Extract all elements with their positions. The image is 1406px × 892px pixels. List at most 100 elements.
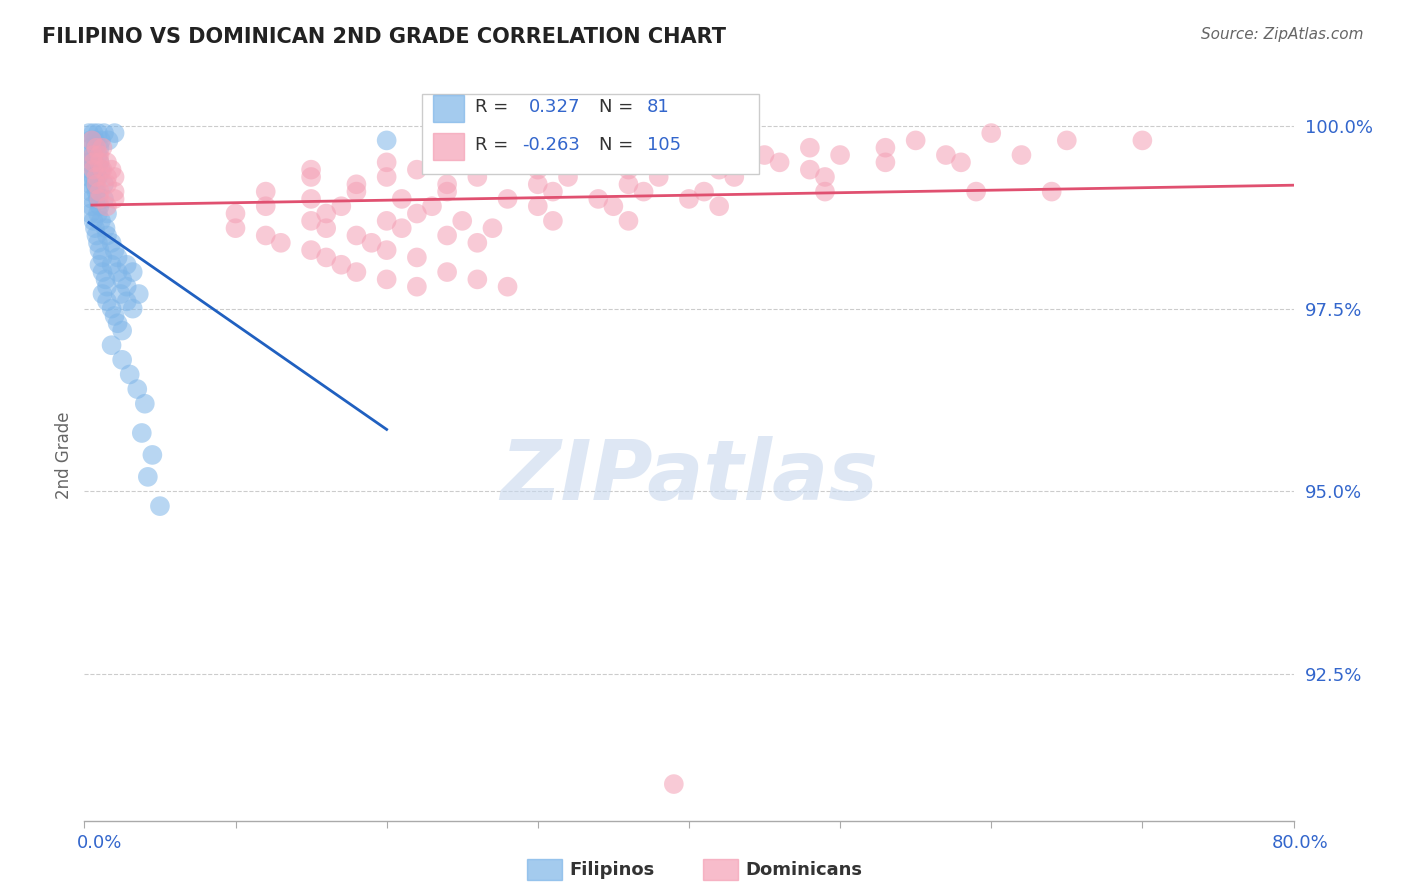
Point xyxy=(80,133,103,147)
Text: R =: R = xyxy=(475,98,515,116)
Point xyxy=(87,169,110,184)
Point xyxy=(693,185,716,199)
Point xyxy=(84,221,107,235)
Point xyxy=(375,272,398,286)
Point xyxy=(97,133,120,147)
Point xyxy=(111,272,134,286)
Point xyxy=(451,148,474,162)
Point xyxy=(617,178,640,192)
Point xyxy=(375,133,398,147)
Point xyxy=(96,155,118,169)
Point xyxy=(1056,133,1078,147)
Point xyxy=(935,148,957,162)
Point xyxy=(1040,185,1063,199)
Point xyxy=(406,251,429,265)
Point xyxy=(82,126,104,140)
Point xyxy=(406,162,429,177)
Point xyxy=(950,155,973,169)
Text: ZIPatlas: ZIPatlas xyxy=(501,436,877,517)
Point xyxy=(127,382,149,396)
Point xyxy=(86,185,108,199)
Point xyxy=(254,185,277,199)
Point xyxy=(77,155,100,169)
Point xyxy=(89,148,111,162)
Point xyxy=(84,178,107,192)
Point xyxy=(93,192,115,206)
Point xyxy=(420,199,443,213)
Point xyxy=(104,243,127,257)
Point xyxy=(107,316,129,330)
Point xyxy=(82,148,104,162)
Point xyxy=(100,301,122,316)
Point xyxy=(89,199,111,213)
Point xyxy=(299,192,322,206)
Point xyxy=(90,214,112,228)
Text: FILIPINO VS DOMINICAN 2ND GRADE CORRELATION CHART: FILIPINO VS DOMINICAN 2ND GRADE CORRELAT… xyxy=(42,27,725,46)
Point xyxy=(315,251,337,265)
Point xyxy=(134,397,156,411)
Point xyxy=(617,162,640,177)
Point xyxy=(602,155,624,169)
Point xyxy=(89,155,111,169)
Point xyxy=(96,199,118,213)
Point xyxy=(391,221,413,235)
Text: 105: 105 xyxy=(647,136,681,153)
Point xyxy=(346,228,368,243)
Point xyxy=(149,499,172,513)
Point xyxy=(346,265,368,279)
Text: 80.0%: 80.0% xyxy=(1272,834,1329,852)
Text: Dominicans: Dominicans xyxy=(745,861,862,879)
Point xyxy=(110,287,132,301)
Point xyxy=(467,235,489,250)
Point xyxy=(980,126,1002,140)
Point xyxy=(709,199,731,213)
Point xyxy=(527,178,550,192)
Point xyxy=(84,162,107,177)
Text: -0.263: -0.263 xyxy=(522,136,579,153)
Point xyxy=(96,178,118,192)
Point xyxy=(131,425,153,440)
Point xyxy=(80,192,103,206)
Point xyxy=(436,178,458,192)
Point xyxy=(467,272,489,286)
Text: R =: R = xyxy=(475,136,515,153)
Point xyxy=(89,258,111,272)
Point xyxy=(89,243,111,257)
Point xyxy=(96,169,118,184)
Point xyxy=(254,228,277,243)
Point xyxy=(723,169,745,184)
Point xyxy=(678,155,700,169)
Point xyxy=(90,133,112,147)
Point xyxy=(315,206,337,220)
Point xyxy=(87,126,110,140)
Point xyxy=(93,178,115,192)
Point xyxy=(799,162,821,177)
Point xyxy=(557,148,579,162)
Point xyxy=(330,258,353,272)
Point xyxy=(82,214,104,228)
Point xyxy=(77,126,100,140)
Point xyxy=(96,294,118,309)
Point xyxy=(118,368,141,382)
Point xyxy=(89,141,111,155)
Point xyxy=(100,162,122,177)
Point xyxy=(375,243,398,257)
Point xyxy=(79,185,101,199)
Point xyxy=(93,126,115,140)
Text: N =: N = xyxy=(599,136,638,153)
Point xyxy=(709,162,731,177)
Text: N =: N = xyxy=(599,98,638,116)
Point xyxy=(496,192,519,206)
Point xyxy=(254,199,277,213)
Point xyxy=(481,221,503,235)
Point xyxy=(121,265,143,279)
Point xyxy=(100,258,122,272)
Point xyxy=(588,192,610,206)
Text: Source: ZipAtlas.com: Source: ZipAtlas.com xyxy=(1201,27,1364,42)
Point xyxy=(104,126,127,140)
Point xyxy=(662,777,685,791)
Point xyxy=(375,155,398,169)
Point xyxy=(100,235,122,250)
Point xyxy=(84,141,107,155)
Point xyxy=(87,206,110,220)
